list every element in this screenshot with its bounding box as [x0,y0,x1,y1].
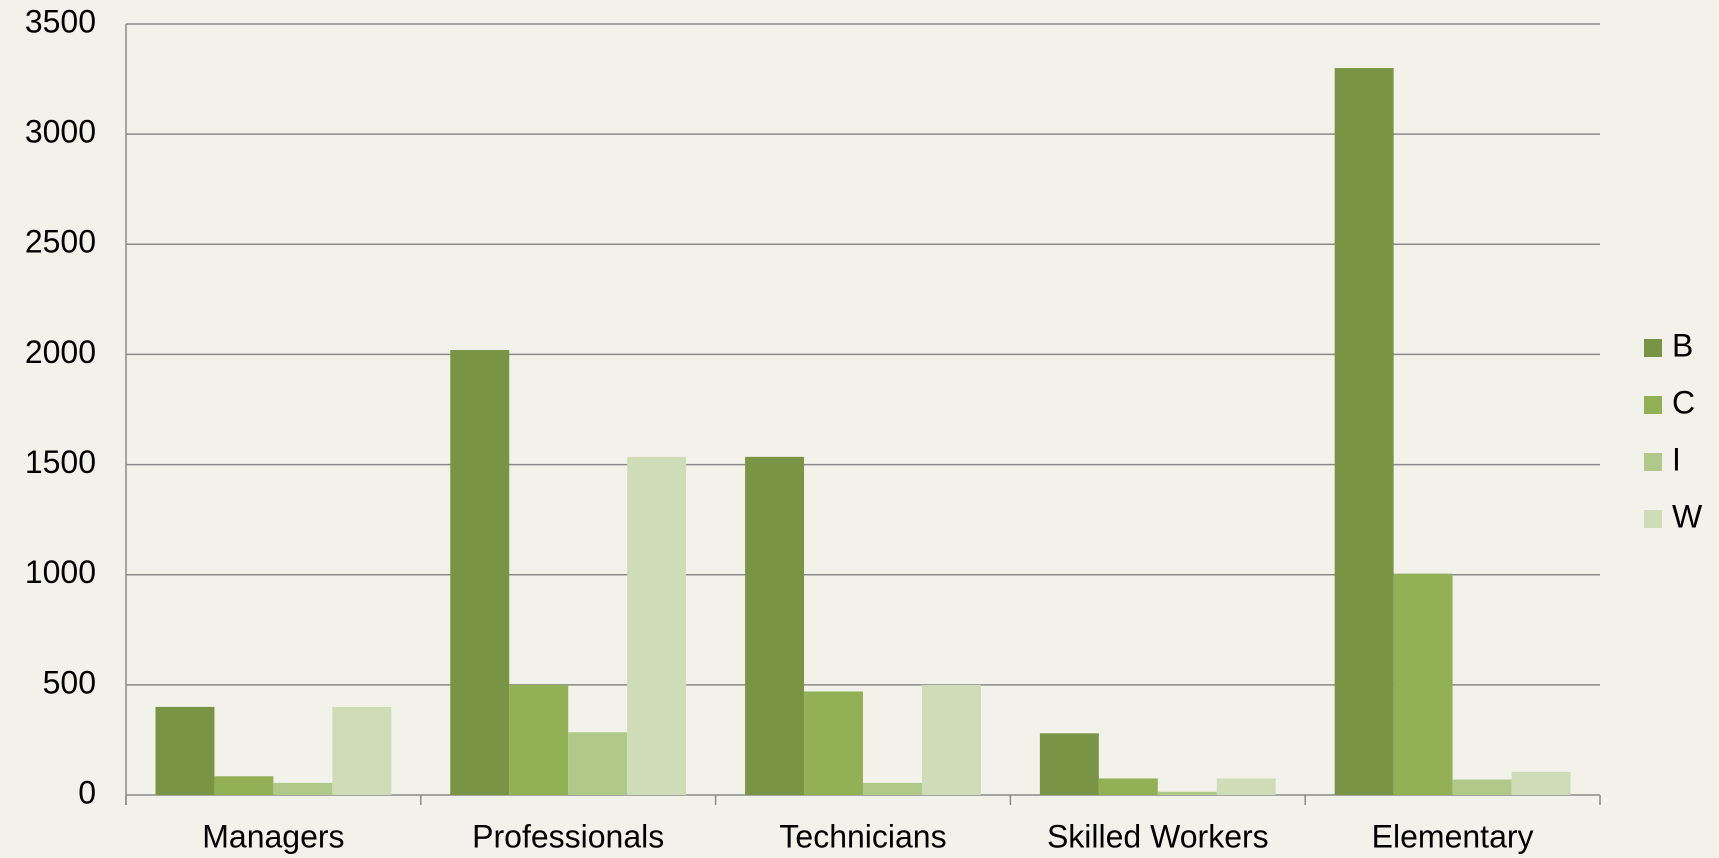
y-tick-label: 1000 [25,554,96,590]
x-tick-label: Skilled Workers [1047,818,1269,854]
bar [1393,573,1453,795]
x-tick-label: Professionals [472,818,664,854]
legend-label: I [1672,441,1681,477]
y-tick-label: 2500 [25,224,96,260]
bar [568,732,628,795]
bar [1334,68,1394,796]
y-tick-label: 2000 [25,334,96,370]
bar [863,782,922,795]
legend-swatch [1644,453,1662,471]
y-tick-label: 1500 [25,444,96,480]
legend-swatch [1644,396,1662,414]
bar [450,350,510,795]
legend-label: C [1672,384,1695,420]
x-tick-label: Managers [202,818,344,854]
bar [155,706,215,795]
bar [509,684,569,795]
bar [273,782,333,795]
x-tick-label: Technicians [779,818,946,854]
x-tick-label: Elementary [1372,818,1534,854]
y-tick-label: 3000 [25,114,96,150]
bar [1157,791,1217,795]
bar [214,776,274,795]
bar [1039,733,1099,795]
bar [1511,771,1571,795]
bar [1216,778,1276,795]
bar [804,691,863,795]
bar [921,684,981,795]
bar [745,456,805,795]
bar [332,706,392,795]
y-tick-label: 0 [78,774,96,810]
y-tick-label: 500 [43,664,96,700]
bar [1452,779,1512,795]
bar [627,456,687,795]
legend-swatch [1644,510,1662,528]
legend-label: W [1672,498,1703,534]
y-tick-label: 3500 [25,3,96,39]
legend-swatch [1644,339,1662,357]
legend-label: B [1672,327,1693,363]
bar [1098,778,1158,795]
